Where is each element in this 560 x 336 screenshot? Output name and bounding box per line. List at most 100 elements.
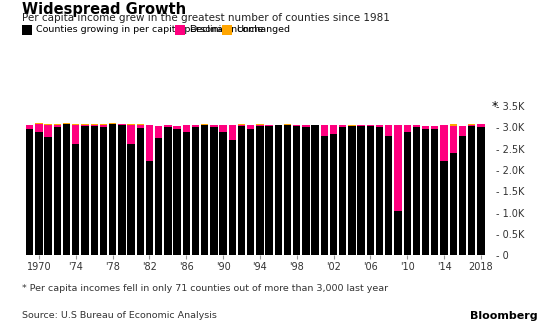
Bar	[404, 125, 411, 132]
Bar	[422, 126, 430, 129]
Bar	[459, 126, 466, 136]
Bar	[155, 126, 162, 138]
Bar	[91, 125, 98, 126]
Text: Unchanged: Unchanged	[236, 26, 290, 34]
Bar	[422, 129, 430, 255]
Bar	[137, 128, 144, 255]
Bar	[302, 125, 310, 127]
Bar	[376, 127, 383, 255]
Bar	[450, 124, 457, 126]
Bar	[247, 125, 254, 129]
Bar	[201, 125, 208, 255]
Bar	[284, 124, 291, 125]
Text: Per capita income grew in the greatest number of counties since 1981: Per capita income grew in the greatest n…	[22, 13, 390, 24]
Bar	[164, 125, 171, 127]
Bar	[174, 129, 181, 255]
Bar	[367, 126, 374, 255]
Bar	[256, 126, 264, 255]
Bar	[302, 127, 310, 255]
Bar	[404, 132, 411, 255]
Bar	[192, 127, 199, 255]
Bar	[54, 124, 61, 125]
Bar	[100, 124, 107, 125]
Bar	[293, 126, 300, 255]
Bar	[339, 127, 347, 255]
Text: Widespread Growth: Widespread Growth	[22, 2, 186, 17]
Bar	[183, 125, 190, 132]
Bar	[26, 125, 34, 129]
Bar	[413, 127, 420, 255]
Bar	[357, 125, 365, 126]
Bar	[35, 132, 43, 255]
Bar	[54, 127, 61, 255]
Bar	[247, 129, 254, 255]
Bar	[35, 124, 43, 132]
Bar	[238, 124, 245, 125]
Bar	[137, 124, 144, 125]
Bar	[72, 124, 80, 125]
Bar	[44, 137, 52, 255]
Text: * Per capita incomes fell in only 71 counties out of more than 3,000 last year: * Per capita incomes fell in only 71 cou…	[22, 284, 389, 293]
Bar	[63, 123, 70, 124]
Bar	[468, 124, 475, 125]
Bar	[477, 124, 484, 127]
Bar	[330, 125, 337, 134]
Bar	[321, 136, 328, 255]
Bar	[284, 125, 291, 255]
Bar	[44, 124, 52, 125]
Bar	[431, 126, 438, 129]
Bar	[311, 125, 319, 255]
Bar	[201, 124, 208, 125]
Bar	[385, 125, 393, 136]
Bar	[81, 126, 88, 255]
Text: Counties growing in per capita personal income: Counties growing in per capita personal …	[36, 26, 264, 34]
Bar	[228, 125, 236, 140]
Bar	[72, 125, 80, 144]
Bar	[265, 125, 273, 126]
Bar	[339, 125, 347, 127]
Bar	[238, 126, 245, 255]
Bar	[72, 144, 80, 255]
Bar	[146, 125, 153, 162]
Bar	[137, 125, 144, 128]
Bar	[468, 125, 475, 126]
Text: Source: U.S Bureau of Economic Analysis: Source: U.S Bureau of Economic Analysis	[22, 311, 217, 320]
Bar	[146, 162, 153, 255]
Bar	[127, 144, 135, 255]
Bar	[220, 125, 227, 132]
Bar	[394, 125, 402, 211]
Bar	[385, 136, 393, 255]
Text: Bloomberg: Bloomberg	[470, 311, 538, 321]
Bar	[127, 125, 135, 144]
Bar	[477, 127, 484, 255]
Bar	[100, 127, 107, 255]
Bar	[109, 124, 116, 255]
Bar	[91, 124, 98, 125]
Bar	[440, 125, 447, 162]
Bar	[367, 125, 374, 126]
Bar	[274, 125, 282, 255]
Bar	[26, 129, 34, 255]
Bar	[63, 124, 70, 255]
Bar	[256, 124, 264, 125]
Bar	[44, 125, 52, 137]
Bar	[348, 126, 356, 255]
Bar	[321, 125, 328, 136]
Bar	[192, 125, 199, 127]
Bar	[127, 124, 135, 125]
Bar	[431, 129, 438, 255]
Bar	[357, 126, 365, 255]
Bar	[155, 138, 162, 255]
Bar	[174, 126, 181, 129]
Bar	[394, 211, 402, 255]
Bar	[118, 124, 125, 125]
Bar	[81, 125, 88, 126]
Bar	[54, 125, 61, 127]
Bar	[91, 126, 98, 255]
Bar	[183, 132, 190, 255]
Bar	[459, 136, 466, 255]
Bar	[118, 125, 125, 255]
Bar	[450, 153, 457, 255]
Bar	[228, 140, 236, 255]
Bar	[256, 125, 264, 126]
